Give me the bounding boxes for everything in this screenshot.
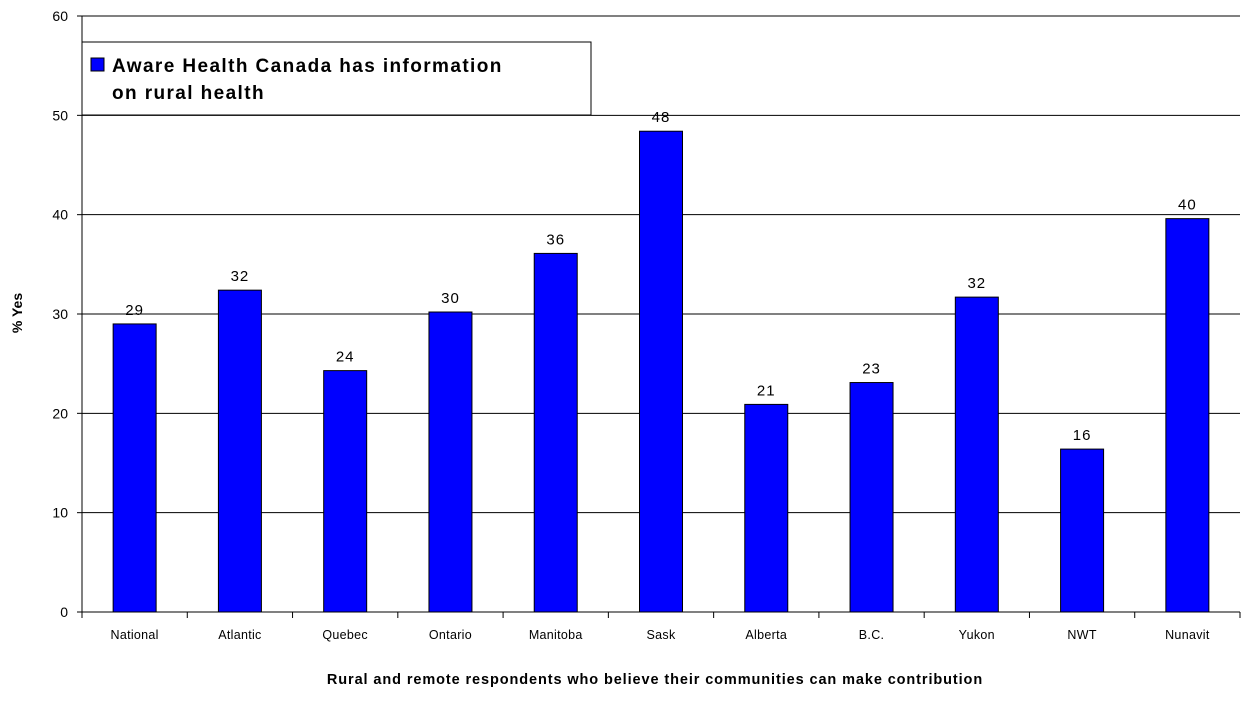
data-label: 16 (1073, 427, 1092, 444)
x-tick-label: Ontario (429, 628, 472, 642)
data-label: 32 (231, 268, 250, 285)
data-label: 48 (652, 109, 671, 126)
data-label: 30 (441, 290, 460, 307)
data-label: 32 (967, 275, 986, 292)
x-tick-label: Manitoba (529, 628, 583, 642)
bar (849, 382, 894, 613)
y-axis-title: % Yes (9, 293, 25, 333)
x-tick-label: Yukon (959, 628, 995, 642)
bar (744, 403, 789, 613)
legend-swatch (90, 57, 105, 72)
y-tick-label: 20 (52, 405, 68, 421)
data-label: 36 (546, 231, 565, 248)
x-tick-label: National (111, 628, 159, 642)
data-label: 23 (862, 361, 881, 378)
bar (112, 323, 157, 613)
bar (639, 130, 683, 613)
legend-box (81, 41, 592, 116)
x-tick-label: NWT (1067, 628, 1096, 642)
bar (533, 252, 578, 613)
data-label: 24 (336, 349, 355, 366)
bar (1165, 218, 1210, 613)
bar (1060, 448, 1105, 613)
x-tick-label: Atlantic (218, 628, 261, 642)
y-tick-label: 0 (60, 604, 68, 620)
y-tick-label: 50 (52, 107, 68, 123)
y-tick-labels: 0 10 20 30 40 50 60 (52, 8, 68, 620)
x-tick-label: Alberta (745, 628, 787, 642)
y-tick-label: 10 (52, 505, 68, 521)
x-tick-label: Sask (647, 628, 676, 642)
legend: Aware Health Canada has information on r… (81, 41, 592, 116)
legend-label-line-2: on rural health (112, 83, 265, 104)
bars (112, 130, 1210, 613)
x-tick-label: Nunavit (1165, 628, 1210, 642)
data-label: 21 (757, 382, 776, 399)
x-tick-labels: National Atlantic Quebec Ontario Manitoba Sas… (111, 628, 1210, 642)
bar (954, 296, 999, 613)
bar (217, 289, 262, 613)
data-label: 40 (1178, 197, 1197, 214)
y-tick-label: 40 (52, 207, 68, 223)
x-tick-label: Quebec (322, 628, 368, 642)
y-tick-label: 60 (52, 8, 68, 24)
x-tick-label: B.C. (859, 628, 885, 642)
bar (323, 370, 368, 613)
y-tick-label: 30 (52, 306, 68, 322)
data-labels: 29 32 24 30 36 48 21 23 32 16 40 (125, 109, 1197, 444)
x-axis-title: Rural and remote respondents who believe… (327, 672, 983, 688)
legend-label-line-1: Aware Health Canada has information (112, 56, 503, 77)
data-label: 29 (125, 302, 144, 319)
bar (428, 311, 473, 613)
